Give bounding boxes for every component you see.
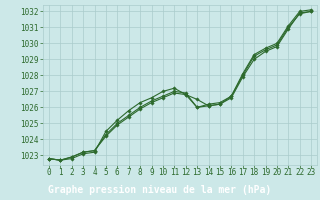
Text: Graphe pression niveau de la mer (hPa): Graphe pression niveau de la mer (hPa) (48, 185, 272, 195)
